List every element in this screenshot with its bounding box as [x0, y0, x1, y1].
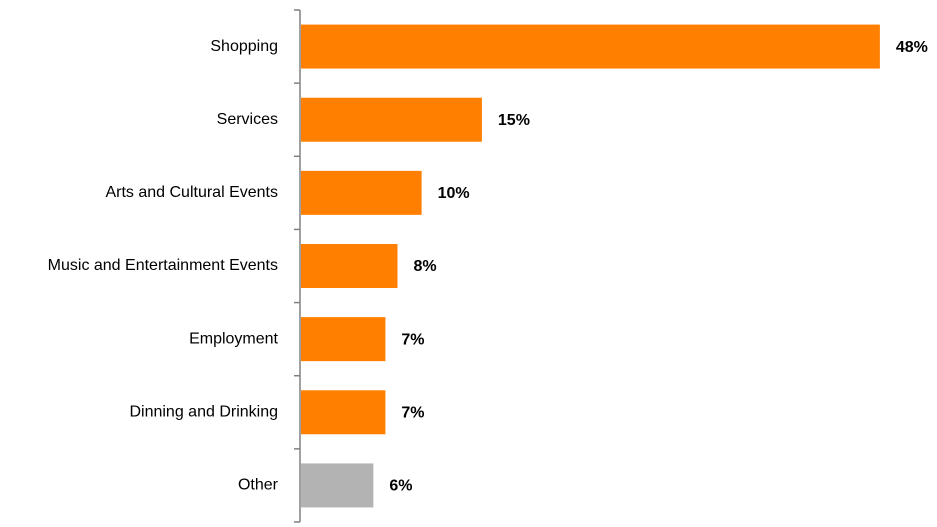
category-axis	[294, 9, 301, 523]
value-label-arts-and-cultural-events: 10%	[438, 185, 470, 202]
value-label-dinning-and-drinking: 7%	[401, 405, 424, 422]
bar-shopping	[301, 24, 880, 69]
bar-employment	[301, 317, 386, 362]
bars-group	[301, 24, 880, 508]
value-label-services: 15%	[498, 112, 530, 129]
bar-music-and-entertainment-events	[301, 244, 398, 288]
category-label-music-and-entertainment-events: Music and Entertainment Events	[48, 257, 278, 274]
category-label-employment: Employment	[189, 330, 278, 347]
bar-arts-and-cultural-events	[301, 170, 422, 215]
category-label-dinning-and-drinking: Dinning and Drinking	[129, 404, 278, 421]
value-label-music-and-entertainment-events: 8%	[413, 258, 436, 275]
value-label-employment: 7%	[401, 331, 424, 348]
value-label-other: 6%	[389, 478, 412, 495]
bar-dinning-and-drinking	[301, 390, 386, 435]
bar-other	[301, 463, 374, 508]
category-label-arts-and-cultural-events: Arts and Cultural Events	[105, 184, 278, 201]
value-label-shopping: 48%	[896, 39, 928, 56]
bar-services	[301, 97, 482, 142]
value-labels: 48% 15% 10% 8% 7% 7% 6%	[389, 39, 928, 495]
category-label-services: Services	[217, 111, 278, 128]
category-labels: Shopping Services Arts and Cultural Events…	[48, 38, 279, 494]
category-label-shopping: Shopping	[210, 38, 278, 55]
category-label-other: Other	[238, 477, 279, 494]
